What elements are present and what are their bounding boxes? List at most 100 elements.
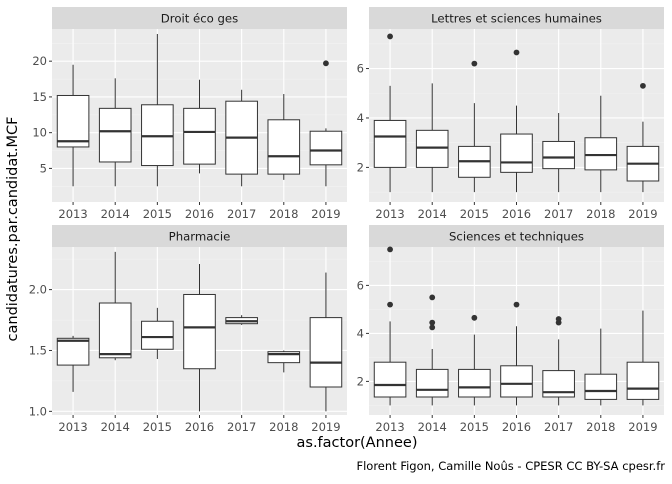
y-tick-label: 2 — [357, 374, 364, 388]
x-tick-label: 2017 — [544, 207, 573, 221]
outlier-point — [640, 82, 646, 89]
outlier-point — [513, 49, 520, 56]
box-2014 — [98, 251, 132, 361]
box-body — [626, 361, 660, 400]
box-2013 — [56, 64, 90, 187]
x-tick-label: 2019 — [628, 420, 657, 434]
facet-strip — [369, 225, 664, 247]
y-axis-title: candidatures.par.candidat.MCF — [5, 117, 21, 342]
outlier-point — [387, 33, 393, 40]
facet-strip-label: Lettres et sciences humaines — [431, 12, 602, 26]
box-2016 — [500, 301, 533, 406]
box-body — [309, 317, 343, 388]
box-2016 — [183, 79, 216, 174]
x-tick-label: 2016 — [185, 207, 214, 221]
box-body — [458, 368, 491, 398]
box-2017 — [542, 113, 575, 193]
box-body — [415, 368, 449, 398]
box-2013 — [373, 33, 407, 193]
facet-panel: Sciences et techniques 2 4 6 2013 2014 2015 201… — [357, 225, 664, 434]
x-tick-label: 2018 — [269, 420, 298, 434]
facet-panel: Droit éco ges 5 10 15 20 2013 2014 2015 2016 2017… — [32, 7, 347, 221]
x-tick-label: 2015 — [143, 207, 172, 221]
facet-strip — [52, 225, 347, 247]
x-tick-label: 2019 — [311, 207, 340, 221]
facet-strip-label: Pharmacie — [169, 230, 231, 244]
y-tick-label: 2 — [357, 160, 364, 174]
box-body — [373, 119, 407, 168]
x-tick-label: 2019 — [311, 420, 340, 434]
outlier-point — [471, 314, 478, 321]
box-body — [267, 351, 301, 364]
box-2019 — [626, 310, 660, 406]
box-2017 — [225, 315, 258, 325]
y-tick-label: 15 — [32, 90, 47, 104]
box-body — [56, 337, 90, 366]
y-tick-label: 6 — [357, 278, 364, 292]
outlier-point — [429, 294, 436, 301]
x-tick-label: 2017 — [227, 420, 256, 434]
box-2018 — [584, 328, 618, 406]
box-2019 — [309, 60, 343, 187]
x-tick-label: 2014 — [418, 207, 447, 221]
x-tick-label: 2016 — [502, 207, 531, 221]
box-2016 — [500, 49, 533, 193]
box-body — [584, 137, 618, 171]
x-tick-label: 2013 — [375, 207, 404, 221]
y-tick-label: 1.0 — [29, 404, 47, 418]
box-body — [373, 361, 407, 398]
x-tick-label: 2018 — [269, 207, 298, 221]
box-2019 — [626, 82, 660, 193]
x-tick-label: 2015 — [143, 420, 172, 434]
outlier-point — [513, 301, 520, 308]
outlier-point — [471, 60, 478, 67]
box-body — [500, 365, 533, 398]
facet-strip-label: Sciences et techniques — [449, 230, 584, 244]
y-tick-label: 20 — [32, 54, 47, 68]
box-2018 — [267, 350, 301, 373]
box-2019 — [309, 272, 343, 412]
box-body — [98, 302, 132, 359]
box-body — [98, 107, 132, 163]
facet-panel: Pharmacie 1.0 1.5 2.0 2013 2014 2015 2016 2017 20… — [29, 225, 347, 434]
box-2017 — [542, 316, 575, 406]
box-2016 — [183, 264, 216, 412]
x-tick-label: 2016 — [502, 420, 531, 434]
outlier-point — [555, 316, 562, 322]
box-2014 — [98, 78, 132, 187]
x-tick-label: 2017 — [544, 420, 573, 434]
box-body — [141, 320, 174, 350]
y-tick-label: 4 — [357, 326, 364, 340]
box-body — [309, 130, 343, 166]
y-tick-label: 1.5 — [29, 343, 47, 357]
caption: Florent Figon, Camille Noûs - CPESR CC B… — [356, 459, 665, 473]
outlier-point — [429, 324, 436, 331]
facet-strip — [52, 7, 347, 29]
box-2018 — [267, 94, 301, 180]
y-tick-label: 10 — [32, 126, 47, 140]
x-tick-label: 2017 — [227, 207, 256, 221]
box-body — [183, 107, 216, 165]
box-2013 — [56, 335, 90, 392]
outlier-point — [323, 60, 329, 67]
y-tick-label: 6 — [357, 62, 364, 76]
box-body — [542, 140, 575, 170]
x-tick-label: 2018 — [586, 420, 615, 434]
x-tick-label: 2014 — [418, 420, 447, 434]
facet-strip-label: Droit éco ges — [161, 12, 238, 26]
y-tick-label: 2.0 — [29, 283, 47, 297]
box-body — [415, 129, 449, 168]
box-body — [500, 133, 533, 173]
y-tick-label: 4 — [357, 111, 364, 125]
box-body — [267, 119, 301, 175]
x-tick-label: 2013 — [58, 420, 87, 434]
x-tick-label: 2015 — [460, 420, 489, 434]
box-body — [183, 293, 216, 370]
outlier-point — [429, 319, 436, 326]
box-2017 — [225, 89, 258, 187]
box-2015 — [458, 314, 491, 406]
x-tick-label: 2014 — [101, 420, 130, 434]
box-2015 — [458, 60, 491, 193]
